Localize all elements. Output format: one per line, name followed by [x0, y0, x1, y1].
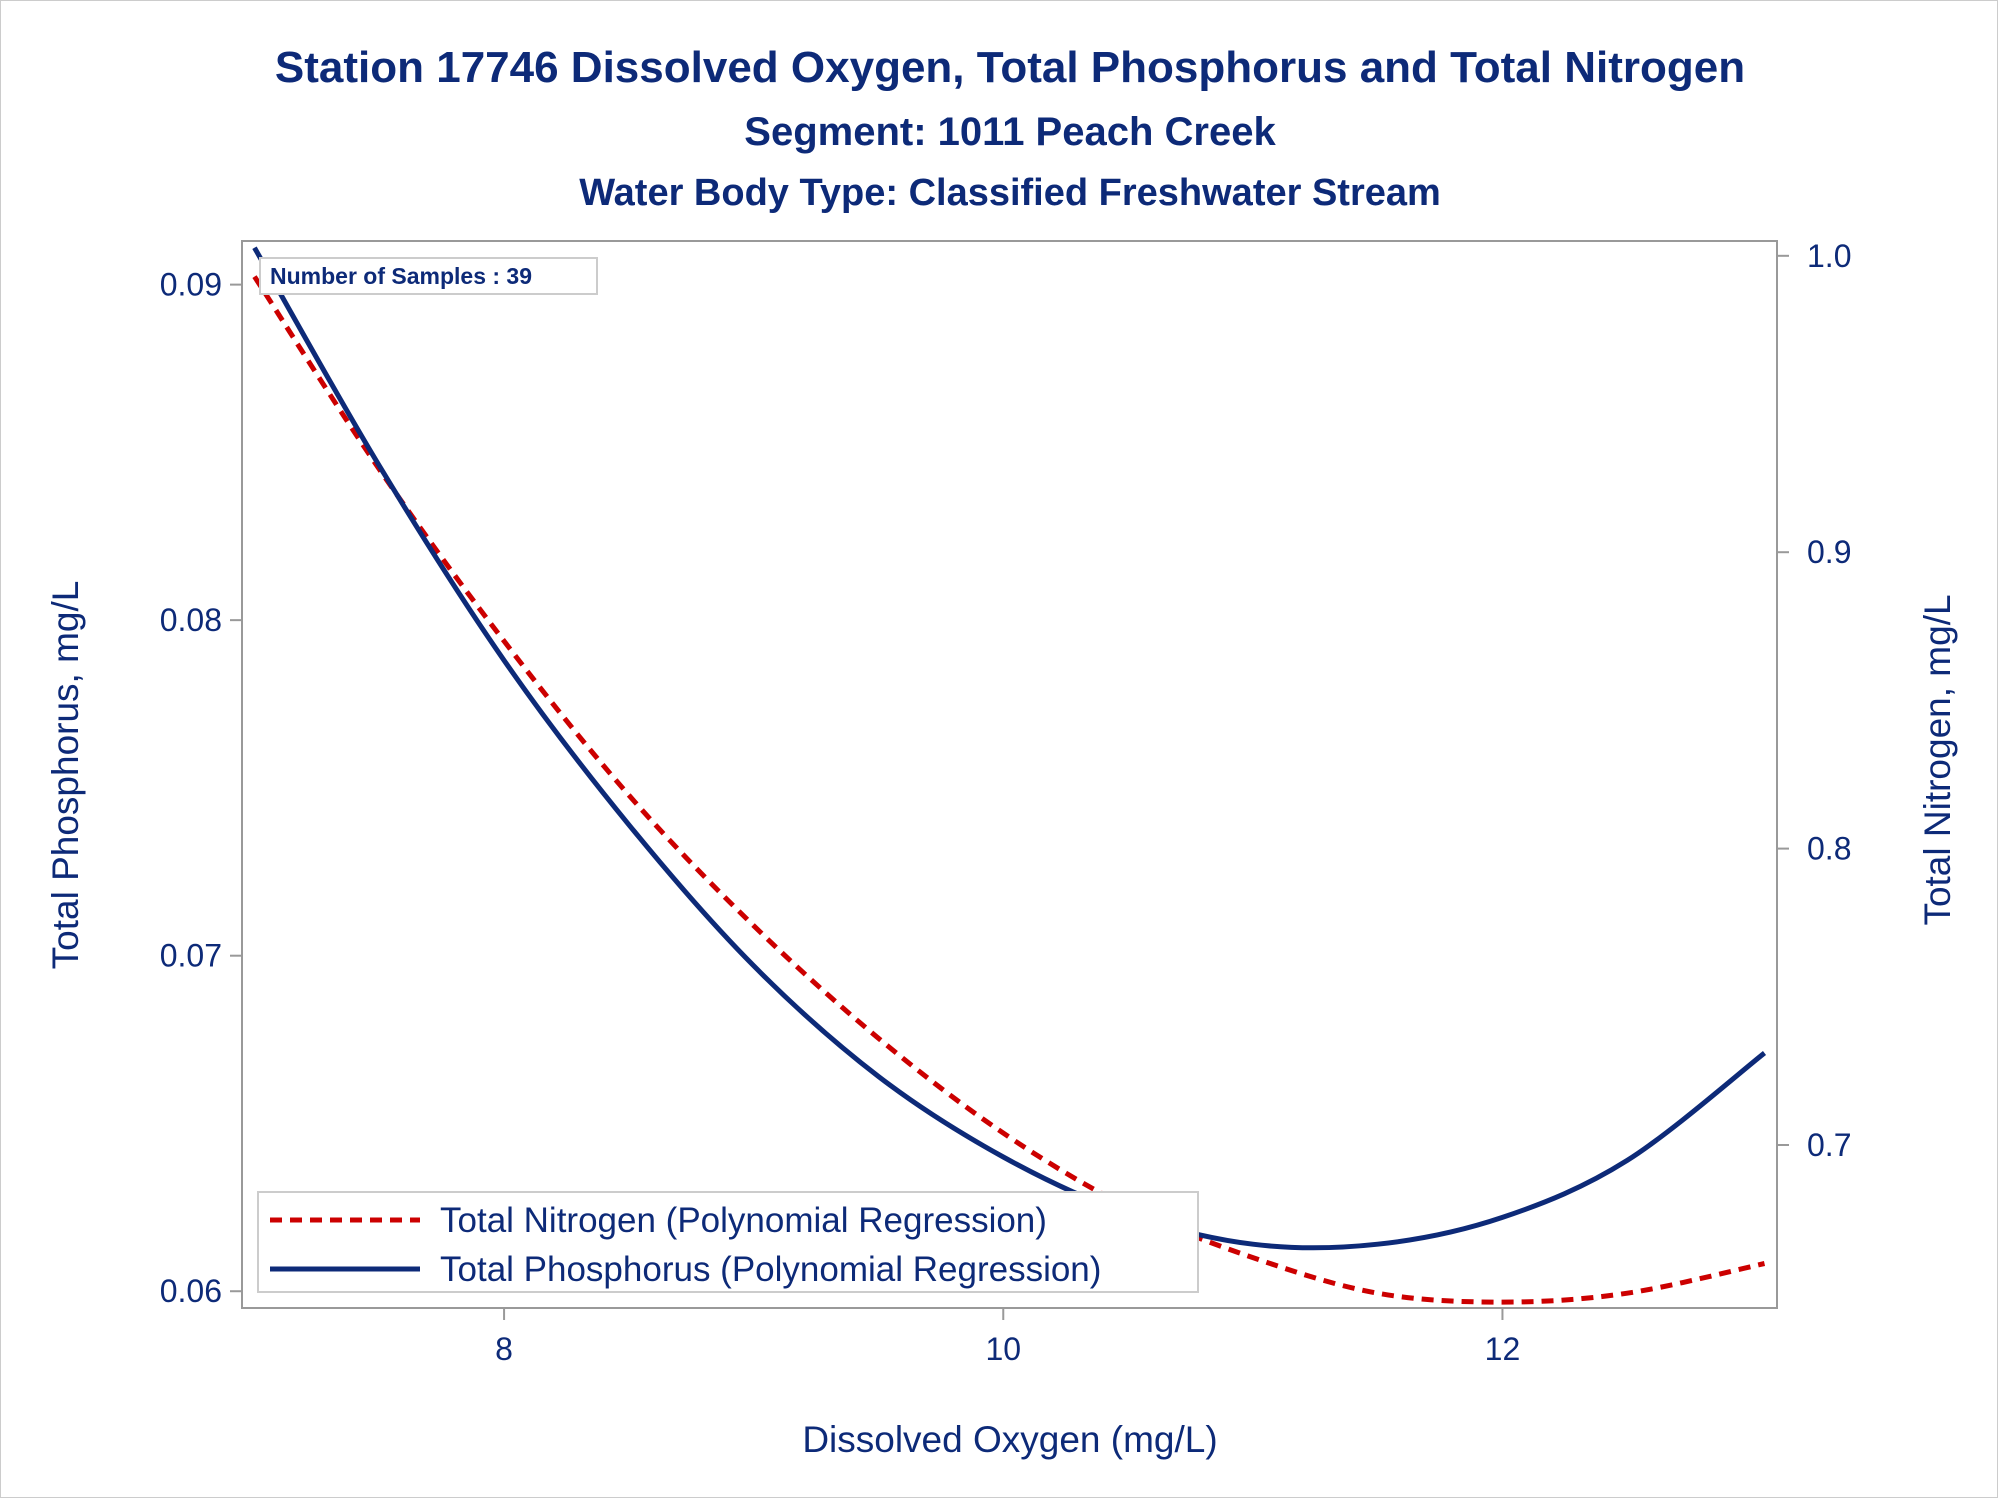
x-tick-label: 10 — [985, 1331, 1021, 1367]
x-axis-label: Dissolved Oxygen (mg/L) — [802, 1419, 1217, 1460]
y-left-tick-label: 0.07 — [160, 938, 222, 974]
y-left-tick-label: 0.08 — [160, 602, 222, 638]
plot-area-border — [241, 240, 1778, 1309]
chart-title: Station 17746 Dissolved Oxygen, Total Ph… — [275, 43, 1745, 92]
legend: Total Nitrogen (Polynomial Regression) T… — [257, 1191, 1199, 1293]
sample-count-box: Number of Samples : 39 — [259, 257, 598, 295]
legend-label-nitrogen: Total Nitrogen (Polynomial Regression) — [440, 1201, 1047, 1240]
y-left-tick-label: 0.09 — [160, 267, 222, 303]
axes-layer: 8 10 12 0.06 0.07 0.08 0.09 0.7 0.8 0.9 1.0 — [160, 238, 1852, 1367]
x-tick-label: 12 — [1485, 1331, 1521, 1367]
legend-label-phosphorus: Total Phosphorus (Polynomial Regression) — [440, 1250, 1101, 1289]
y-right-tick-label: 1.0 — [1807, 238, 1851, 274]
y-right-tick-label: 0.8 — [1807, 831, 1851, 867]
x-tick-label: 8 — [495, 1331, 513, 1367]
y-right-tick-label: 0.7 — [1807, 1127, 1851, 1163]
y-left-tick-label: 0.06 — [160, 1273, 222, 1309]
y-right-axis-label: Total Nitrogen, mg/L — [1917, 594, 1958, 925]
chart-subtitle-2: Water Body Type: Classified Freshwater S… — [579, 172, 1441, 214]
legend-border — [257, 1191, 1199, 1293]
sample-count-border — [259, 257, 598, 295]
y-left-axis-label: Total Phosphorus, mg/L — [45, 581, 86, 970]
phosphorus-curve — [252, 246, 1767, 1251]
chart-subtitle: Segment: 1011 Peach Creek — [744, 110, 1276, 154]
nitrogen-curve — [252, 275, 1766, 1305]
y-right-tick-label: 0.9 — [1807, 534, 1851, 570]
sample-count-text: Number of Samples : 39 — [270, 263, 532, 289]
series-layer — [252, 246, 1767, 1305]
